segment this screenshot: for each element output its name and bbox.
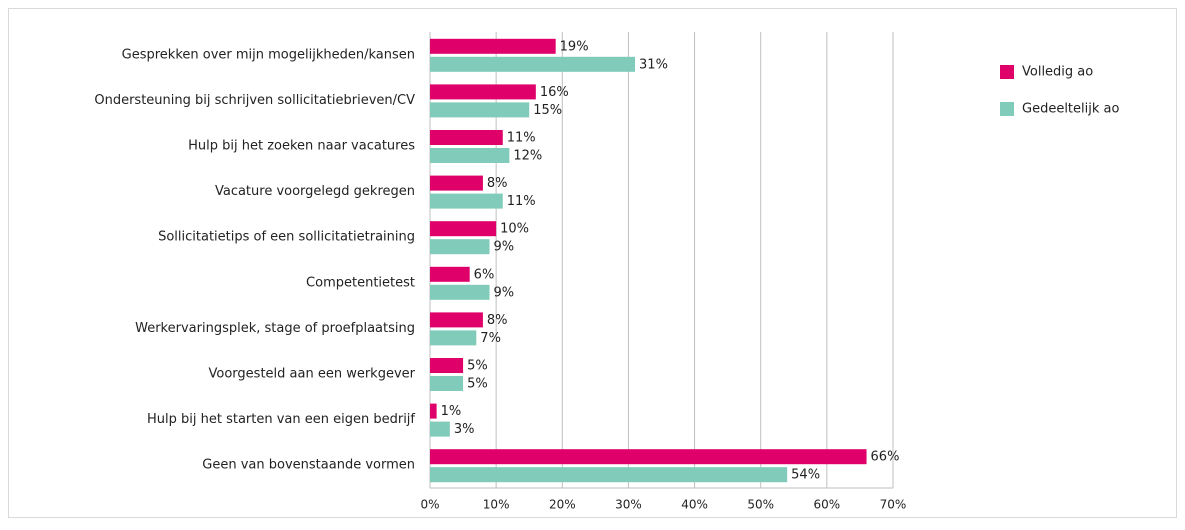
x-tick-label: 50% [747,498,774,512]
x-tick-label: 30% [615,498,642,512]
value-label: 31% [639,57,668,72]
bar [430,266,470,282]
value-label: 10% [500,222,529,237]
bar [430,175,483,191]
y-tick-label: Hulp bij het starten van een eigen bedri… [147,412,415,427]
value-label: 11% [507,131,536,146]
bar [430,467,788,483]
bar [430,221,497,237]
value-label: 8% [487,313,508,328]
x-tick-label: 0% [420,498,439,512]
value-label: 5% [467,359,488,374]
x-tick-label: 10% [483,498,510,512]
y-tick-label: Hulp bij het zoeken naar vacatures [188,139,415,154]
bar [430,102,530,118]
bar [430,312,483,328]
value-label: 11% [507,194,536,209]
value-label: 15% [533,103,562,118]
bar [430,403,437,419]
x-tick-label: 70% [880,498,907,512]
value-label: 9% [494,285,515,300]
y-tick-label: Vacature voorgelegd gekregen [215,184,415,199]
x-tick-label: 40% [681,498,708,512]
bar [430,421,450,437]
bar [430,56,636,72]
value-label: 8% [487,176,508,191]
x-tick-label: 20% [549,498,576,512]
bar [430,239,490,255]
value-label: 5% [467,377,488,392]
y-tick-label: Sollicitatietips of een sollicitatietrai… [158,230,415,245]
bar [430,148,510,163]
value-label: 16% [540,85,569,100]
bar [430,376,464,391]
legend-swatch [1000,65,1014,79]
legend-swatch [1000,102,1014,116]
value-label: 12% [513,149,542,164]
y-tick-label: Voorgesteld aan een werkgever [209,367,416,382]
value-label: 3% [454,422,475,437]
value-label: 54% [791,468,820,483]
chart-border [8,8,1177,518]
bar [430,330,477,346]
y-tick-label: Werkervaringsplek, stage of proefplaatsi… [135,321,415,336]
bar [430,284,490,300]
legend-label: Gedeeltelijk ao [1022,102,1119,117]
y-tick-label: Geen van bovenstaande vormen [202,458,415,473]
value-label: 6% [474,267,495,282]
legend-label: Volledig ao [1022,65,1093,80]
bar [430,84,536,100]
y-tick-label: Ondersteuning bij schrijven sollicitatie… [94,93,415,108]
bar [430,130,503,145]
value-label: 9% [494,240,515,255]
value-label: 1% [441,404,462,419]
y-tick-label: Competentietest [306,275,415,290]
value-label: 19% [560,39,589,54]
value-label: 7% [480,331,501,346]
bar [430,358,464,373]
bar [430,449,867,465]
bar [430,193,503,209]
bar [430,38,556,54]
value-label: 66% [871,450,900,465]
y-tick-label: Gesprekken over mijn mogelijkheden/kanse… [122,47,415,62]
x-tick-label: 60% [814,498,841,512]
